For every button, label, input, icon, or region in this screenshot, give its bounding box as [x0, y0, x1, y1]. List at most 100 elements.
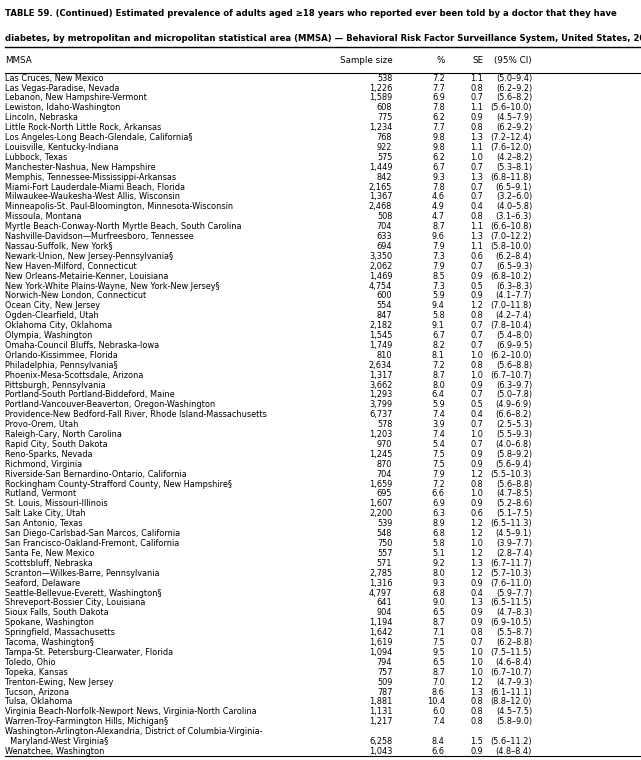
Text: 5.9: 5.9 [432, 291, 445, 300]
Text: 1.3: 1.3 [470, 133, 483, 142]
Text: (5.4–8.0): (5.4–8.0) [495, 331, 532, 340]
Text: 1,607: 1,607 [369, 499, 392, 508]
Text: Shreveport-Bossier City, Louisiana: Shreveport-Bossier City, Louisiana [5, 598, 146, 607]
Text: 1.3: 1.3 [470, 688, 483, 696]
Text: 3,799: 3,799 [369, 401, 392, 410]
Text: 2,634: 2,634 [369, 361, 392, 370]
Text: 7.5: 7.5 [432, 638, 445, 647]
Text: 1.2: 1.2 [470, 568, 483, 578]
Text: 575: 575 [377, 153, 392, 162]
Text: (2.8–7.4): (2.8–7.4) [495, 549, 532, 558]
Text: (5.6–11.2): (5.6–11.2) [490, 737, 532, 746]
Text: 1.2: 1.2 [470, 549, 483, 558]
Text: (4.1–7.7): (4.1–7.7) [495, 291, 532, 300]
Text: 0.9: 0.9 [470, 499, 483, 508]
Text: Spokane, Washington: Spokane, Washington [5, 618, 94, 627]
Text: 904: 904 [377, 608, 392, 617]
Text: 0.7: 0.7 [470, 638, 483, 647]
Text: 2,182: 2,182 [369, 321, 392, 330]
Text: 1,131: 1,131 [369, 708, 392, 717]
Text: 9.6: 9.6 [432, 232, 445, 241]
Text: 6.2: 6.2 [432, 113, 445, 122]
Text: 787: 787 [377, 688, 392, 696]
Text: 870: 870 [377, 460, 392, 469]
Text: 4.9: 4.9 [432, 202, 445, 211]
Text: Rutland, Vermont: Rutland, Vermont [5, 489, 76, 499]
Text: 6,737: 6,737 [369, 410, 392, 420]
Text: Ocean City, New Jersey: Ocean City, New Jersey [5, 302, 100, 310]
Text: 7.7: 7.7 [432, 84, 445, 93]
Text: Virginia Beach-Norfolk-Newport News, Virginia-North Carolina: Virginia Beach-Norfolk-Newport News, Vir… [5, 708, 257, 717]
Text: 7.9: 7.9 [432, 242, 445, 251]
Text: (4.8–8.4): (4.8–8.4) [495, 747, 532, 756]
Text: 0.7: 0.7 [470, 420, 483, 429]
Text: 9.8: 9.8 [432, 143, 445, 152]
Text: 1.2: 1.2 [470, 302, 483, 310]
Text: Tacoma, Washington§: Tacoma, Washington§ [5, 638, 94, 647]
Text: Tampa-St. Petersburg-Clearwater, Florida: Tampa-St. Petersburg-Clearwater, Florida [5, 648, 173, 657]
Text: 6.9: 6.9 [432, 93, 445, 103]
Text: 0.6: 0.6 [470, 252, 483, 261]
Text: 9.5: 9.5 [432, 648, 445, 657]
Text: 7.9: 7.9 [432, 261, 445, 271]
Text: (7.0–12.2): (7.0–12.2) [490, 232, 532, 241]
Text: 8.1: 8.1 [432, 351, 445, 360]
Text: 1,469: 1,469 [369, 271, 392, 280]
Text: (3.9–7.7): (3.9–7.7) [496, 539, 532, 548]
Text: 1.2: 1.2 [470, 470, 483, 479]
Text: TABLE 59. (Continued) Estimated prevalence of adults aged ≥18 years who reported: TABLE 59. (Continued) Estimated prevalen… [5, 9, 617, 18]
Text: (6.7–11.7): (6.7–11.7) [490, 559, 532, 568]
Text: 3,662: 3,662 [369, 381, 392, 390]
Text: (6.5–11.5): (6.5–11.5) [490, 598, 532, 607]
Text: St. Louis, Missouri-Illinois: St. Louis, Missouri-Illinois [5, 499, 108, 508]
Text: (7.2–12.4): (7.2–12.4) [490, 133, 532, 142]
Text: 0.9: 0.9 [470, 608, 483, 617]
Text: 1,245: 1,245 [369, 450, 392, 459]
Text: 0.9: 0.9 [470, 747, 483, 756]
Text: %: % [437, 56, 445, 65]
Text: (6.3–9.7): (6.3–9.7) [495, 381, 532, 390]
Text: 0.7: 0.7 [470, 331, 483, 340]
Text: Rapid City, South Dakota: Rapid City, South Dakota [5, 440, 108, 449]
Text: 6.3: 6.3 [432, 509, 445, 518]
Text: Topeka, Kansas: Topeka, Kansas [5, 668, 68, 676]
Text: 750: 750 [377, 539, 392, 548]
Text: Louisville, Kentucky-Indiana: Louisville, Kentucky-Indiana [5, 143, 119, 152]
Text: 704: 704 [377, 470, 392, 479]
Text: (5.0–7.8): (5.0–7.8) [496, 391, 532, 400]
Text: 0.8: 0.8 [470, 717, 483, 727]
Text: Washington-Arlington-Alexandria, District of Columbia-Virginia-: Washington-Arlington-Alexandria, Distric… [5, 727, 263, 736]
Text: 1.0: 1.0 [470, 153, 483, 162]
Text: (6.7–10.7): (6.7–10.7) [490, 371, 532, 380]
Text: (5.6–9.4): (5.6–9.4) [495, 460, 532, 469]
Text: (5.6–8.8): (5.6–8.8) [495, 361, 532, 370]
Text: (4.5–9.1): (4.5–9.1) [495, 529, 532, 538]
Text: (6.2–9.2): (6.2–9.2) [495, 84, 532, 93]
Text: 1,367: 1,367 [369, 192, 392, 201]
Text: 1,589: 1,589 [369, 93, 392, 103]
Text: Riverside-San Bernardino-Ontario, California: Riverside-San Bernardino-Ontario, Califo… [5, 470, 187, 479]
Text: 5.1: 5.1 [432, 549, 445, 558]
Text: 2,468: 2,468 [369, 202, 392, 211]
Text: (6.2–10.0): (6.2–10.0) [490, 351, 532, 360]
Text: 1.0: 1.0 [470, 430, 483, 439]
Text: Seaford, Delaware: Seaford, Delaware [5, 578, 80, 587]
Text: Scottsbluff, Nebraska: Scottsbluff, Nebraska [5, 559, 93, 568]
Text: 9.0: 9.0 [432, 598, 445, 607]
Text: 0.9: 0.9 [470, 291, 483, 300]
Text: 9.4: 9.4 [432, 302, 445, 310]
Text: 6.5: 6.5 [432, 658, 445, 667]
Text: 0.8: 0.8 [470, 480, 483, 489]
Text: 554: 554 [377, 302, 392, 310]
Text: (5.3–8.1): (5.3–8.1) [495, 163, 532, 172]
Text: 0.9: 0.9 [470, 460, 483, 469]
Text: San Francisco-Oakland-Fremont, California: San Francisco-Oakland-Fremont, Californi… [5, 539, 179, 548]
Text: 578: 578 [377, 420, 392, 429]
Text: 7.8: 7.8 [432, 182, 445, 192]
Text: 600: 600 [377, 291, 392, 300]
Text: 8.7: 8.7 [432, 618, 445, 627]
Text: (6.1–11.1): (6.1–11.1) [490, 688, 532, 696]
Text: 7.2: 7.2 [432, 480, 445, 489]
Text: 1.3: 1.3 [470, 232, 483, 241]
Text: 5.8: 5.8 [432, 312, 445, 320]
